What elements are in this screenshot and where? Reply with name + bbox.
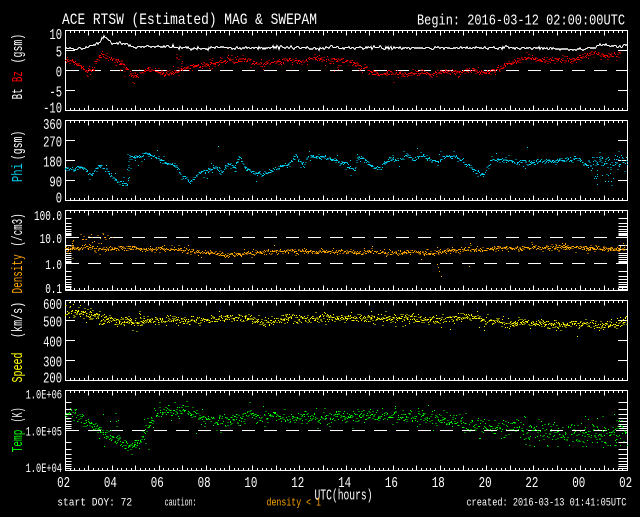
svg-text:(K): (K): [10, 407, 27, 422]
svg-text:10: 10: [49, 27, 62, 44]
svg-text:0: 0: [56, 64, 62, 81]
svg-text:100.0: 100.0: [34, 209, 62, 225]
svg-text:Speed: Speed: [10, 353, 27, 383]
svg-text:10.0: 10.0: [40, 232, 62, 248]
svg-text:360: 360: [43, 117, 62, 134]
svg-text:1.0: 1.0: [45, 258, 62, 274]
svg-text:Begin: 2016-03-12 02:00:00UTC: Begin: 2016-03-12 02:00:00UTC: [417, 13, 625, 30]
svg-text:00: 00: [572, 475, 585, 492]
svg-text:10: 10: [244, 475, 257, 492]
svg-text:0: 0: [56, 190, 62, 207]
svg-text:02: 02: [619, 475, 632, 492]
svg-text:20: 20: [479, 475, 492, 492]
svg-text:04: 04: [104, 475, 117, 492]
svg-text:Phi: Phi: [10, 163, 27, 182]
svg-text:(/cm3): (/cm3): [10, 213, 27, 246]
svg-text:Bt: Bt: [10, 88, 27, 99]
svg-text:400: 400: [43, 334, 62, 351]
svg-text:1.0E+05: 1.0E+05: [26, 425, 62, 440]
svg-text:5: 5: [56, 44, 62, 61]
svg-text:300: 300: [43, 354, 62, 371]
svg-text:Density: Density: [10, 254, 27, 293]
svg-text:caution:: caution:: [165, 498, 197, 510]
svg-text:(km/s): (km/s): [10, 302, 27, 338]
svg-text:06: 06: [151, 475, 164, 492]
svg-text:created: 2016-03-13 01:41:05UT: created: 2016-03-13 01:41:05UTC: [466, 498, 626, 510]
svg-text:18: 18: [432, 475, 445, 492]
svg-text:12: 12: [291, 475, 304, 492]
svg-text:500: 500: [43, 314, 62, 331]
svg-text:ACE RTSW (Estimated) MAG & SWE: ACE RTSW (Estimated) MAG & SWEPAM: [62, 11, 317, 29]
svg-text:600: 600: [43, 297, 62, 314]
svg-text:1.0E+04: 1.0E+04: [26, 461, 63, 476]
svg-text:UTC(hours): UTC(hours): [315, 489, 373, 505]
svg-text:08: 08: [198, 475, 211, 492]
svg-text:density < 1: density < 1: [267, 498, 322, 510]
svg-text:16: 16: [385, 475, 398, 492]
svg-text:(gsm): (gsm): [10, 34, 27, 64]
svg-text:90: 90: [49, 174, 62, 191]
svg-text:270: 270: [43, 134, 62, 151]
svg-text:14: 14: [338, 475, 351, 492]
svg-text:02: 02: [57, 475, 70, 492]
svg-text:Temp: Temp: [10, 430, 27, 453]
svg-text:-10: -10: [43, 100, 62, 117]
svg-text:start DOY: 72: start DOY: 72: [57, 498, 132, 510]
svg-text:-5: -5: [49, 84, 62, 101]
svg-text:22: 22: [525, 475, 538, 492]
svg-text:1.0E+06: 1.0E+06: [26, 388, 62, 403]
svg-text:Bz: Bz: [10, 71, 27, 82]
svg-text:(gsm): (gsm): [10, 131, 27, 160]
svg-text:200: 200: [43, 370, 62, 387]
svg-text:0.1: 0.1: [45, 282, 62, 298]
svg-text:180: 180: [43, 154, 62, 171]
